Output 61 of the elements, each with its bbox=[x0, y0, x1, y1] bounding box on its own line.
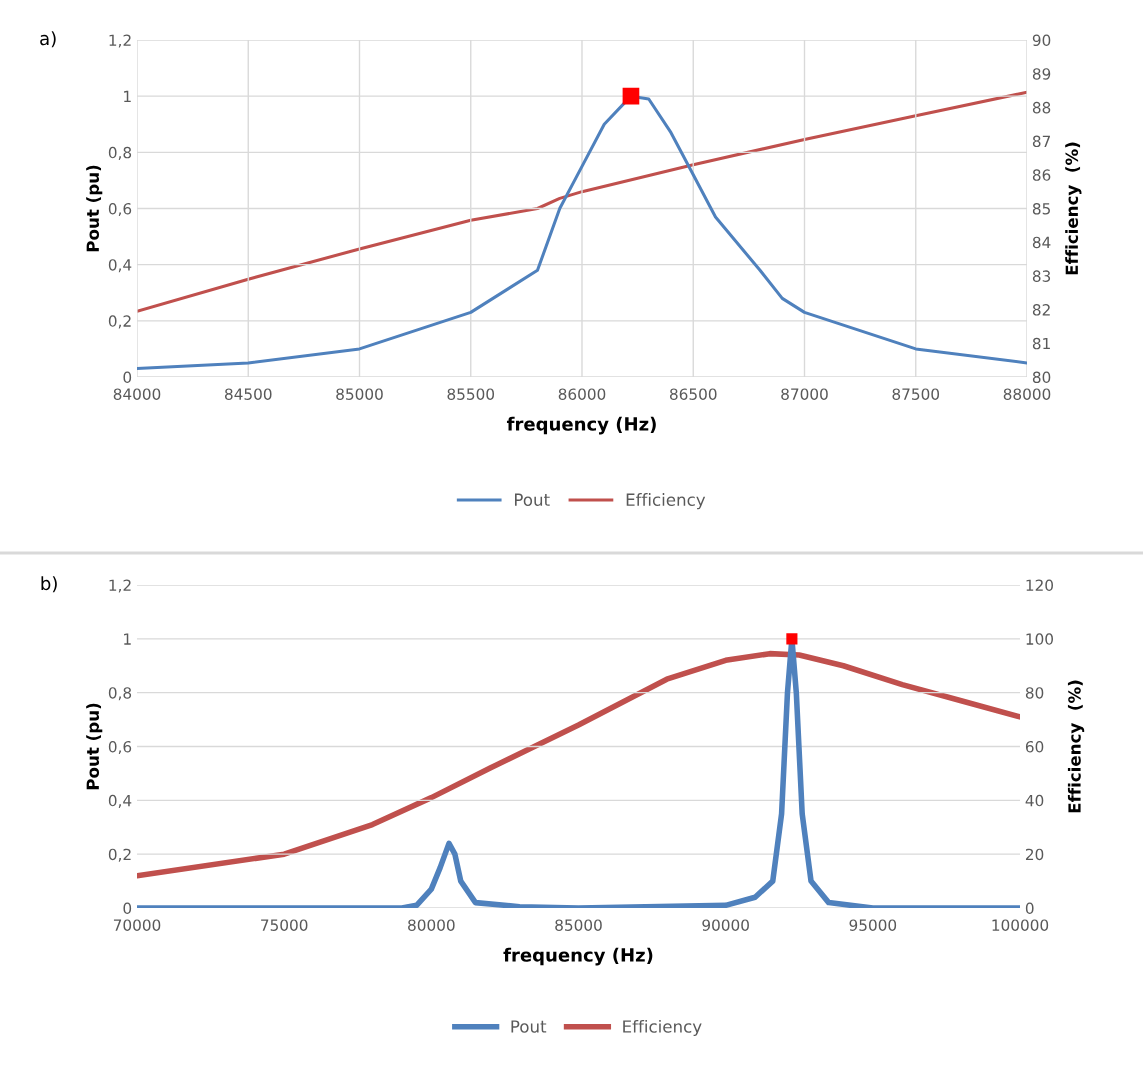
y2-tick-label: 80 bbox=[1032, 371, 1051, 384]
y2-tick-label: 40 bbox=[1025, 794, 1044, 807]
y-tick-label: 0,6 bbox=[108, 202, 132, 217]
y2-tick-label: 88 bbox=[1032, 101, 1051, 114]
y2-tick-label: 81 bbox=[1032, 337, 1050, 350]
x-tick-label: 75000 bbox=[261, 919, 308, 931]
y2-tick-label: 87 bbox=[1032, 135, 1050, 148]
y-tick-label: 0,2 bbox=[108, 315, 131, 329]
y-tick-label: 0,8 bbox=[108, 146, 132, 160]
legend-label: Efficiency bbox=[626, 493, 706, 510]
y2-tick-label: 100 bbox=[1026, 633, 1054, 645]
y-tick-label: 1,2 bbox=[109, 34, 131, 48]
y2-tick-label: 82 bbox=[1032, 304, 1050, 316]
x-tick-label: 86000 bbox=[558, 388, 606, 400]
x-axis-title: frequency (Hz) bbox=[506, 416, 656, 435]
y-tick-label: 0 bbox=[123, 371, 132, 384]
y2-tick-label: 120 bbox=[1026, 579, 1054, 592]
x-tick-label: 85000 bbox=[555, 919, 602, 931]
x-tick-label: 86500 bbox=[669, 388, 717, 400]
text: a) bbox=[40, 31, 56, 48]
y-tick-label: 0,6 bbox=[108, 740, 132, 755]
x-tick-label: 85500 bbox=[447, 388, 495, 400]
line-series bbox=[137, 90, 1027, 313]
y2-tick-label: 83 bbox=[1032, 270, 1051, 282]
x-tick-label: 84500 bbox=[224, 388, 272, 400]
y2-tick-label: 89 bbox=[1032, 68, 1051, 80]
y-tick-label: 1 bbox=[124, 90, 131, 102]
legend-label: Pout bbox=[511, 1020, 547, 1033]
x-tick-label: 100000 bbox=[992, 919, 1049, 931]
x-tick-label: 88000 bbox=[1003, 388, 1051, 400]
y2-axis-title: Efficiency (%) bbox=[1065, 142, 1082, 275]
x-axis-title: frequency (Hz) bbox=[503, 947, 653, 966]
y-axis-title: Pout (pu) bbox=[86, 703, 103, 790]
x-tick-label: 87500 bbox=[892, 388, 940, 400]
legend-label: Pout bbox=[515, 493, 550, 506]
y-tick-label: 0,4 bbox=[108, 794, 132, 808]
y2-tick-label: 85 bbox=[1032, 202, 1050, 215]
y-tick-label: 0,4 bbox=[108, 259, 132, 273]
y2-axis-title: Efficiency (%) bbox=[1067, 680, 1085, 813]
x-tick-label: 80000 bbox=[408, 919, 455, 931]
y-tick-label: 0 bbox=[123, 902, 132, 915]
x-tick-label: 85000 bbox=[336, 388, 383, 400]
text: b) bbox=[41, 576, 57, 593]
y2-tick-label: 60 bbox=[1025, 740, 1044, 753]
y2-tick-label: 20 bbox=[1025, 848, 1044, 861]
x-tick-label: 95000 bbox=[849, 919, 897, 931]
x-tick-label: 90000 bbox=[702, 919, 749, 931]
x-tick-label: 84000 bbox=[113, 388, 161, 400]
y2-tick-label: 84 bbox=[1032, 236, 1051, 249]
y-tick-label: 1,2 bbox=[109, 579, 131, 593]
y-tick-label: 0,2 bbox=[108, 848, 131, 862]
x-tick-label: 87000 bbox=[781, 388, 828, 400]
y2-tick-label: 0 bbox=[1025, 902, 1034, 915]
legend-label: Efficiency bbox=[623, 1019, 702, 1037]
y2-tick-label: 86 bbox=[1032, 169, 1051, 181]
x-tick-label: 70000 bbox=[113, 919, 161, 931]
y-tick-label: 0,8 bbox=[108, 687, 132, 701]
y-tick-label: 1 bbox=[124, 633, 131, 645]
y2-tick-label: 80 bbox=[1025, 687, 1044, 699]
y-axis-title: Pout (pu) bbox=[86, 165, 103, 252]
y2-tick-label: 90 bbox=[1032, 34, 1051, 47]
